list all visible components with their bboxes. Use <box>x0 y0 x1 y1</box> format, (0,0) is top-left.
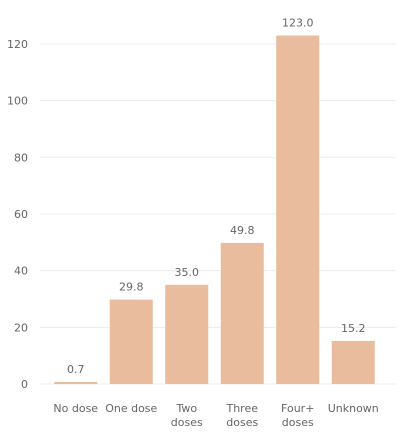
gridlines <box>40 43 396 385</box>
bar-value-label: 29.8 <box>119 281 144 294</box>
x-category-label: Three <box>225 402 258 415</box>
x-axis-categories: No dose One dose TwodosesThreedosesFour+do… <box>53 402 378 429</box>
bar-value-label: 35.0 <box>175 266 200 279</box>
x-category-label: Unknown <box>328 402 379 415</box>
x-category-label: One dose <box>105 402 157 415</box>
y-tick-label: 40 <box>14 265 28 278</box>
bar[interactable] <box>220 242 264 384</box>
x-category-label: Two <box>175 402 197 415</box>
x-category-label: Four+ <box>281 402 314 415</box>
x-category-label: doses <box>171 416 203 429</box>
y-tick-label: 120 <box>7 38 28 51</box>
bar-value-label: 0.7 <box>67 363 85 376</box>
bar[interactable] <box>331 340 375 384</box>
bar[interactable] <box>165 284 209 384</box>
y-tick-label: 100 <box>7 95 28 108</box>
x-category-label: doses <box>282 416 314 429</box>
y-tick-label: 80 <box>14 151 28 164</box>
y-tick-label: 20 <box>14 321 28 334</box>
y-axis-ticks: 0 20 40 60 80 100 120 <box>7 38 28 391</box>
y-tick-label: 60 <box>14 208 28 221</box>
y-tick-label: 0 <box>21 378 28 391</box>
bar-value-label: 15.2 <box>341 322 366 335</box>
x-category-label: No dose <box>53 402 98 415</box>
bar[interactable] <box>109 299 153 384</box>
x-category-label: doses <box>226 416 258 429</box>
bar-value-label: 49.8 <box>230 224 255 237</box>
bar-value-label: 123.0 <box>282 17 314 30</box>
bars <box>54 35 375 385</box>
bar[interactable] <box>54 382 98 384</box>
bar[interactable] <box>276 35 320 385</box>
value-labels: 0.7 29.8 35.0 49.8 123.0 15.2 <box>67 17 366 377</box>
